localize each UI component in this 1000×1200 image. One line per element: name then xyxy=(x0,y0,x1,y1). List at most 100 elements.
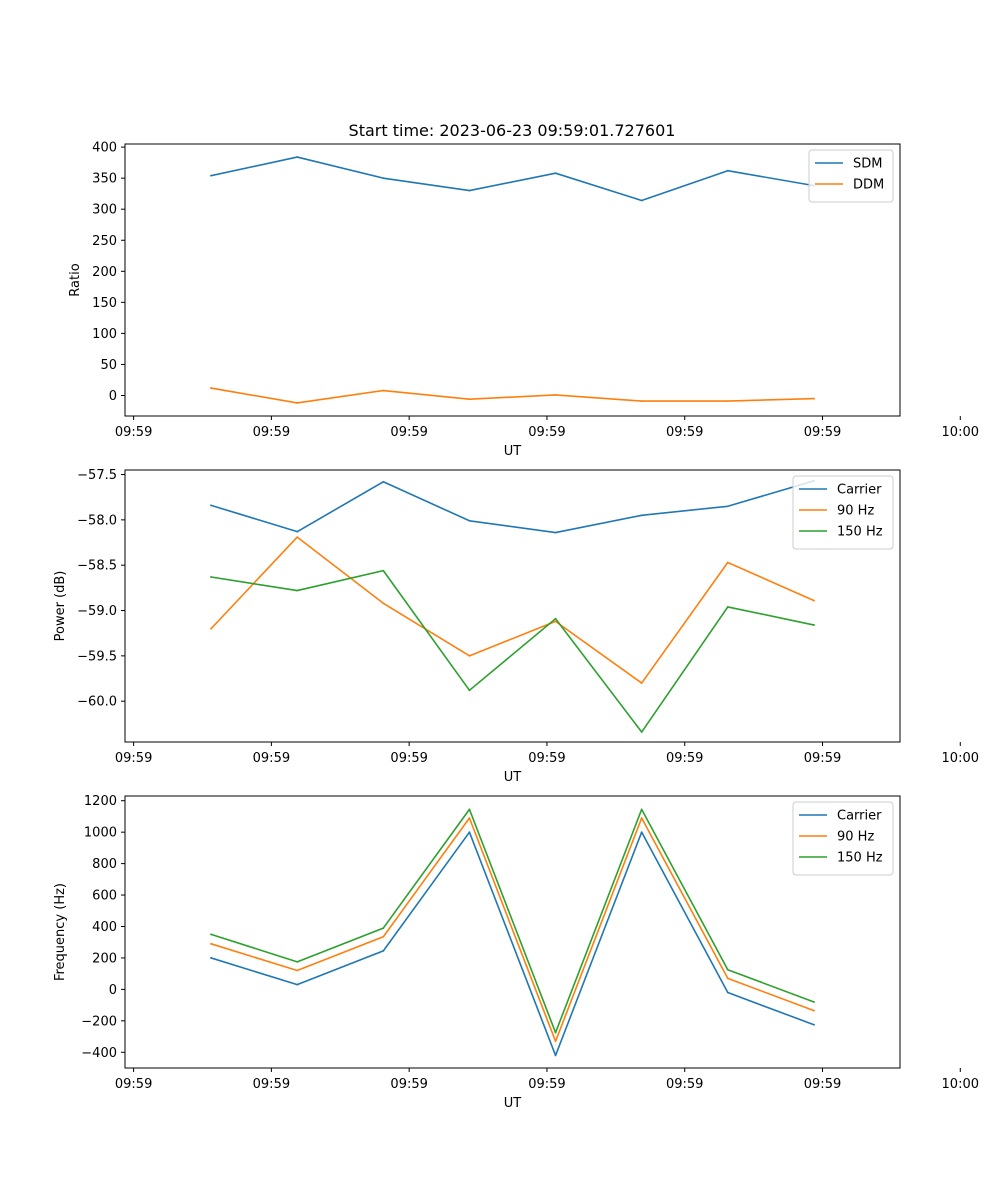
legend-entry: DDM xyxy=(853,178,884,193)
axes-frame xyxy=(124,795,901,1069)
legend-entry: 90 Hz xyxy=(837,830,874,845)
data-point xyxy=(640,731,643,733)
axes-frame xyxy=(124,143,901,417)
data-point xyxy=(640,514,643,517)
series-line-1 xyxy=(210,831,815,1057)
series-line-2 xyxy=(209,536,815,684)
data-point xyxy=(468,654,471,657)
y-tick-label: 400 xyxy=(92,920,117,935)
data-point xyxy=(812,599,815,602)
data-point xyxy=(210,576,213,578)
data-point xyxy=(726,400,729,402)
x-tick-label: 10:00 xyxy=(942,425,979,440)
data-point xyxy=(812,624,815,626)
data-point xyxy=(640,400,643,402)
series-line-2 xyxy=(210,817,815,1043)
x-tick-label: 09:59 xyxy=(666,425,703,440)
y-tick-label: 0 xyxy=(109,389,117,404)
x-tick-label: 09:59 xyxy=(390,751,427,766)
y-tick-label: −57.5 xyxy=(77,468,117,483)
data-point xyxy=(640,808,643,811)
data-point xyxy=(296,589,299,592)
y-tick-label: −60.0 xyxy=(77,695,117,710)
data-point xyxy=(468,808,471,811)
data-point xyxy=(296,969,299,972)
series-line-1 xyxy=(210,479,815,534)
x-tick-label: 09:59 xyxy=(253,425,290,440)
series-line-3 xyxy=(210,808,815,1034)
x-tick-label: 09:59 xyxy=(528,751,565,766)
y-tick-label: 300 xyxy=(92,203,117,218)
x-tick-label: 09:59 xyxy=(528,425,565,440)
y-axis-label: Ratio xyxy=(68,263,83,296)
data-point xyxy=(210,957,213,959)
x-tick-label: 09:59 xyxy=(253,751,290,766)
legend-entry: 150 Hz xyxy=(837,525,883,540)
data-point xyxy=(468,831,471,834)
x-axis-label: UT xyxy=(504,1096,522,1111)
data-point xyxy=(812,1001,815,1003)
x-tick-label: 09:59 xyxy=(390,425,427,440)
x-tick-label: 10:00 xyxy=(942,751,979,766)
data-point xyxy=(554,1054,557,1057)
data-point xyxy=(554,620,557,623)
x-tick-label: 09:59 xyxy=(115,1077,152,1092)
x-axis-label: UT xyxy=(504,444,522,459)
x-tick-label: 09:59 xyxy=(390,1077,427,1092)
y-tick-label: −200 xyxy=(81,1014,117,1029)
data-point xyxy=(640,831,643,834)
data-point xyxy=(640,817,643,819)
data-point xyxy=(210,504,213,507)
subplots: 0 50 100 150 200 250 300 350 400 09:59 09:59 09:59 0… xyxy=(53,141,979,1111)
data-point xyxy=(726,968,729,971)
data-point xyxy=(726,606,729,608)
x-tick-label: 09:59 xyxy=(115,751,152,766)
x-tick-label: 09:59 xyxy=(804,425,841,440)
x-tick-label: 09:59 xyxy=(115,425,152,440)
data-point xyxy=(554,172,557,175)
data-point xyxy=(468,817,471,819)
series-line-3 xyxy=(210,569,815,733)
data-point xyxy=(554,1040,557,1043)
data-point xyxy=(726,505,729,508)
data-point xyxy=(726,561,729,564)
data-point xyxy=(640,199,643,202)
data-point xyxy=(468,689,471,692)
data-point xyxy=(382,177,385,180)
data-point xyxy=(210,627,213,630)
x-tick-label: 09:59 xyxy=(253,1077,290,1092)
y-tick-label: 350 xyxy=(92,172,117,187)
y-tick-label: −58.0 xyxy=(77,513,117,528)
data-point xyxy=(382,602,385,605)
series-line-1 xyxy=(210,156,815,202)
legend-entry: Carrier xyxy=(837,809,882,824)
x-tick-label: 10:00 xyxy=(942,1077,979,1092)
data-point xyxy=(382,927,385,929)
y-tick-label: 1200 xyxy=(84,794,117,809)
y-tick-label: −58.5 xyxy=(77,559,117,574)
data-point xyxy=(210,942,213,945)
data-point xyxy=(296,536,299,538)
legend-entry: 90 Hz xyxy=(837,504,874,519)
y-axis-label: Frequency (Hz) xyxy=(53,883,68,981)
data-point xyxy=(210,387,213,389)
data-point xyxy=(640,682,643,684)
axes-frame xyxy=(124,469,901,743)
data-point xyxy=(554,393,557,396)
data-point xyxy=(554,617,557,620)
data-point xyxy=(468,189,471,192)
subplot-3: −400 −200 0 200 400 600 800 1000 1200 09:59 09:59 0… xyxy=(53,794,979,1111)
data-point xyxy=(468,398,471,401)
data-point xyxy=(812,1009,815,1012)
y-tick-label: −400 xyxy=(81,1046,117,1061)
data-point xyxy=(382,569,385,572)
legend: Carrier 90 Hz 150 Hz xyxy=(792,801,894,876)
data-point xyxy=(382,389,385,392)
data-point xyxy=(726,169,729,172)
y-tick-label: 600 xyxy=(92,889,117,904)
data-point xyxy=(296,156,299,158)
data-point xyxy=(468,519,471,522)
y-tick-label: 800 xyxy=(92,857,117,872)
data-point xyxy=(554,1031,557,1034)
y-tick-label: 50 xyxy=(100,358,117,373)
